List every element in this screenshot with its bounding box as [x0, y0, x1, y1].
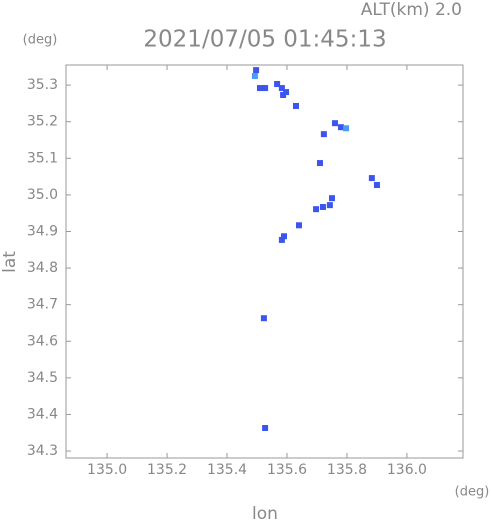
y-tick-label: 35.2: [27, 114, 58, 130]
x-tick-label: 135.0: [87, 462, 127, 478]
x-tick-label: 135.8: [327, 462, 367, 478]
echo-point: [313, 206, 320, 213]
x-tick-label: 135.6: [267, 462, 307, 478]
y-tick-label: 34.4: [27, 406, 58, 422]
echo-point: [283, 89, 290, 96]
echo-point: [328, 195, 335, 202]
echo-point: [280, 233, 287, 240]
plot-frame: [65, 64, 464, 459]
x-unit: (deg): [455, 485, 490, 500]
x-tick-label: 135.2: [147, 462, 187, 478]
echo-point: [373, 182, 380, 189]
echo-point: [295, 222, 302, 229]
y-tick-label: 34.5: [27, 370, 58, 386]
y-tick-label: 34.8: [27, 260, 58, 276]
y-tick-label: 34.9: [27, 223, 58, 239]
echo-point: [251, 72, 258, 79]
echo-point: [274, 81, 281, 88]
echo-point: [319, 203, 326, 210]
subtitle: ALT(km) 2.0: [361, 0, 462, 20]
x-axis-label: lon: [252, 504, 278, 521]
echo-point: [368, 175, 375, 182]
chart-title: 2021/07/05 01:45:13: [143, 27, 386, 53]
x-tick-label: 135.4: [207, 462, 247, 478]
echo-point: [262, 424, 269, 431]
echo-point: [278, 85, 285, 92]
echo-point: [260, 315, 267, 322]
echo-point: [337, 124, 344, 131]
echo-point: [326, 202, 333, 209]
y-unit: (deg): [23, 33, 58, 48]
echo-point: [343, 125, 350, 132]
echo-point: [278, 236, 285, 243]
echo-point: [262, 85, 269, 92]
y-tick-label: 35.1: [27, 150, 58, 166]
y-tick-label: 34.6: [27, 333, 58, 349]
echo-point: [320, 131, 327, 138]
y-tick-label: 35.0: [27, 187, 58, 203]
y-tick-label: 35.3: [27, 77, 58, 93]
y-tick-label: 34.3: [27, 443, 58, 459]
y-tick-label: 34.7: [27, 297, 58, 313]
x-tick-label: 136.0: [387, 462, 427, 478]
y-axis-label: lat: [0, 251, 20, 273]
echo-point: [253, 67, 260, 74]
echo-point: [257, 85, 264, 92]
echo-point: [331, 120, 338, 127]
echo-point: [292, 102, 299, 109]
echo-point: [316, 160, 323, 167]
